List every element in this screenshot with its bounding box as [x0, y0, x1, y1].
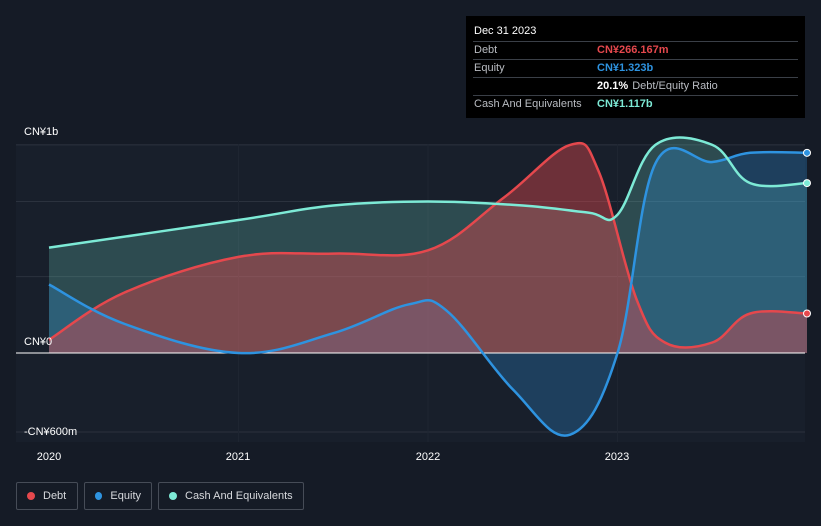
series-end-dots	[803, 148, 811, 318]
y-label-top: CN¥1b	[24, 126, 58, 138]
data-tooltip: Dec 31 2023 Debt CN¥266.167m Equity CN¥1…	[466, 16, 805, 118]
legend-label: Equity	[110, 490, 141, 502]
y-axis-labels: CN¥1b CN¥0 -CN¥600m	[24, 126, 77, 438]
y-label-zero: CN¥0	[24, 336, 52, 348]
x-tick-label: 2021	[226, 451, 250, 463]
cash-and-equivalents-area	[49, 137, 807, 353]
cash-and-equivalents-line	[48, 136, 808, 249]
tooltip-ratio-caption: Debt/Equity Ratio	[632, 80, 718, 92]
x-axis-labels: 2020 2021 2022 2023	[37, 451, 629, 463]
plot-background	[16, 144, 805, 442]
tooltip-label	[473, 78, 597, 95]
cash-and-equivalents-end-dot	[803, 179, 811, 188]
debt-end-dot	[803, 309, 811, 318]
debt-legend-dot-icon	[27, 492, 35, 500]
tooltip-value-ratio: 20.1%	[597, 80, 629, 92]
debt-area	[49, 143, 807, 353]
x-tick-label: 2023	[605, 451, 629, 463]
tooltip-value-equity: CN¥1.323b	[597, 62, 654, 74]
series-areas	[49, 137, 807, 436]
legend-label: Debt	[43, 490, 67, 502]
tooltip-label: Cash And Equivalents	[474, 98, 582, 110]
equity-legend-dot-icon	[95, 492, 103, 500]
legend-item-debt[interactable]: Debt	[16, 482, 78, 510]
cash-legend-dot-icon	[169, 492, 177, 500]
series-lines	[48, 136, 808, 437]
equity-area	[49, 148, 807, 436]
legend-item-equity[interactable]: Equity	[84, 482, 152, 510]
tooltip-value-debt: CN¥266.167m	[597, 44, 669, 56]
equity-line	[48, 147, 808, 437]
tooltip-row-debt: Debt CN¥266.167m	[473, 41, 798, 59]
legend-label: Cash And Equivalents	[185, 490, 293, 502]
debt-line	[48, 141, 808, 349]
tooltip-row-equity: Equity CN¥1.323b	[473, 59, 798, 77]
tooltip-label: Equity	[474, 62, 505, 74]
tooltip-row-ratio: 20.1% Debt/Equity Ratio	[473, 77, 798, 95]
tooltip-date: Dec 31 2023	[474, 25, 537, 37]
tooltip-value-cash: CN¥1.117b	[597, 98, 653, 110]
legend-item-cash[interactable]: Cash And Equivalents	[158, 482, 304, 510]
equity-end-dot	[803, 148, 811, 157]
x-tick-label: 2020	[37, 451, 61, 463]
y-label-bottom: -CN¥600m	[24, 426, 77, 438]
tooltip-row-cash: Cash And Equivalents CN¥1.117b	[473, 95, 798, 113]
x-tick-label: 2022	[416, 451, 440, 463]
tooltip-label: Debt	[474, 44, 498, 56]
